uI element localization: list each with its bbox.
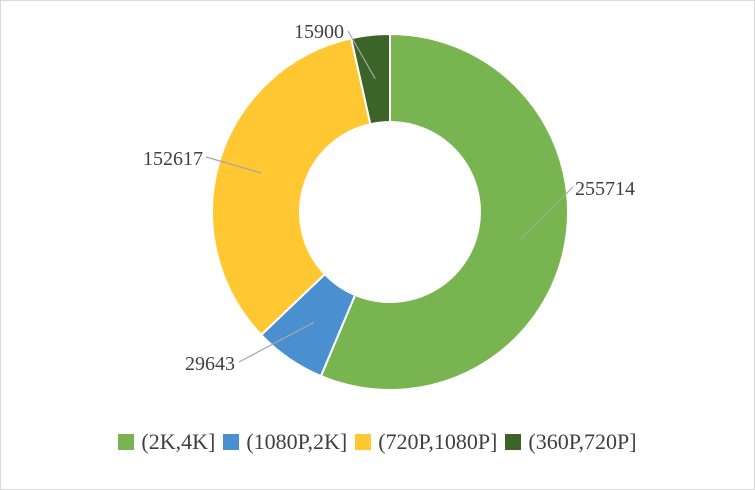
legend-label: (2K,4K]: [141, 429, 216, 454]
legend-item-2k-4k: (2K,4K]: [118, 429, 215, 455]
leader-lines-group: [205, 30, 574, 363]
legend-swatch: [505, 434, 522, 450]
data-label: 15900: [294, 21, 344, 43]
data-label: 152617: [143, 148, 203, 170]
slice-2k-4k: [319, 32, 569, 391]
data-label: 255714: [575, 178, 635, 200]
legend: (2K,4K] (1080P,2K] (720P,1080P] (360P,72…: [0, 424, 755, 460]
legend-label: (720P,1080P]: [378, 429, 498, 454]
legend-item-720p-1080p: (720P,1080P]: [355, 429, 497, 455]
slices-group: [211, 32, 569, 391]
legend-label: (360P,720P]: [528, 429, 637, 454]
legend-item-1080p-2k: (1080P,2K]: [223, 429, 347, 455]
legend-item-360p-720p: (360P,720P]: [505, 429, 637, 455]
legend-swatch: [223, 434, 240, 450]
slice-720p-1080p: [211, 37, 372, 337]
slice-360p-720p: [349, 32, 391, 126]
legend-swatch: [118, 434, 135, 450]
data-labels-group: 255714 29643 152617 15900: [143, 21, 635, 375]
leader-line: [520, 186, 574, 239]
legend-swatch: [355, 434, 372, 450]
leader-line: [347, 30, 376, 80]
leader-line: [238, 321, 315, 363]
data-label: 29643: [185, 353, 235, 375]
leader-line: [205, 156, 262, 174]
legend-label: (1080P,2K]: [246, 429, 348, 454]
